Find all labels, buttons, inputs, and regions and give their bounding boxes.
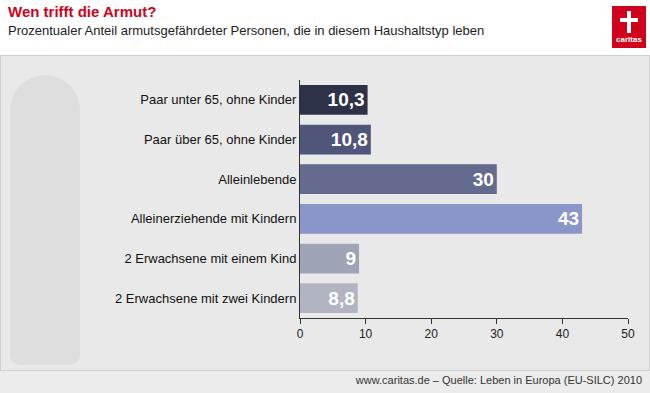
svg-text:2 Erwachsene mit einem Kind: 2 Erwachsene mit einem Kind — [124, 251, 296, 266]
svg-text:Alleinlebende: Alleinlebende — [218, 172, 296, 187]
svg-text:Alleinerziehende mit Kindern: Alleinerziehende mit Kindern — [131, 211, 296, 226]
html-text:Prozentualer Anteil armutsgefä: Prozentualer Anteil armutsgefährdeter Pe… — [8, 23, 485, 38]
svg-text:50: 50 — [621, 327, 635, 341]
svg-text:Paar unter 65, ohne Kinder: Paar unter 65, ohne Kinder — [140, 92, 297, 107]
html-text:www.caritas.de – Quelle: Leben: www.caritas.de – Quelle: Leben in Europa… — [355, 374, 642, 386]
svg-text:30: 30 — [473, 169, 494, 190]
svg-text:8,8: 8,8 — [328, 288, 354, 309]
svg-text:10,8: 10,8 — [331, 129, 368, 150]
svg-text:43: 43 — [558, 208, 579, 229]
svg-text:Paar über 65, ohne Kinder: Paar über 65, ohne Kinder — [144, 132, 297, 147]
svg-text:20: 20 — [425, 327, 439, 341]
svg-text:40: 40 — [556, 327, 570, 341]
html-text:Wen trifft die Armut?: Wen trifft die Armut? — [8, 3, 157, 20]
svg-text:9: 9 — [345, 248, 356, 269]
svg-text:2 Erwachsene mit zwei Kindern: 2 Erwachsene mit zwei Kindern — [115, 291, 296, 306]
svg-text:30: 30 — [490, 327, 504, 341]
svg-text:10: 10 — [359, 327, 373, 341]
svg-text:0: 0 — [297, 327, 304, 341]
svg-text:10,3: 10,3 — [328, 89, 365, 110]
html-text:caritas: caritas — [616, 35, 642, 44]
